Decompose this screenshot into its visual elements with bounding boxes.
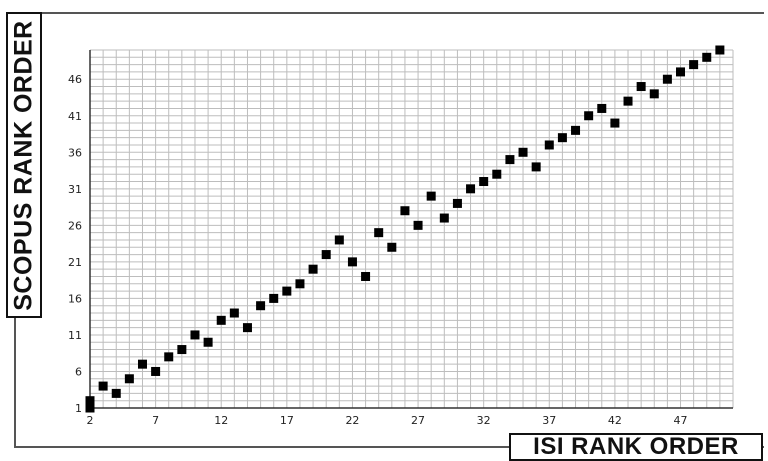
data-point [715, 45, 725, 55]
data-point [347, 257, 357, 267]
data-point [203, 337, 213, 347]
x-tick-label: 7 [152, 414, 159, 427]
x-tick-label: 12 [214, 414, 228, 427]
data-point [689, 60, 699, 70]
y-tick-label: 31 [68, 183, 82, 196]
data-point [518, 147, 528, 157]
data-point [439, 213, 449, 223]
data-point [662, 74, 672, 84]
y-tick-label: 6 [75, 365, 82, 378]
y-tick-label: 36 [68, 146, 82, 159]
data-point [623, 96, 633, 106]
axes [89, 50, 733, 409]
x-axis-title-box: ISI RANK ORDER [509, 433, 763, 461]
data-point [111, 388, 121, 398]
data-point [98, 381, 108, 391]
data-point [544, 140, 554, 150]
data-point [531, 162, 541, 172]
y-tick-label: 11 [68, 329, 82, 342]
data-point [426, 191, 436, 201]
grid [89, 49, 734, 409]
data-point [387, 242, 397, 252]
y-tick-label: 26 [68, 219, 82, 232]
y-tick-label: 46 [68, 73, 82, 86]
x-tick-label: 2 [87, 414, 94, 427]
x-tick-label: 17 [280, 414, 294, 427]
y-tick-label: 21 [68, 256, 82, 269]
y-axis-title-box: SCOPUS RANK ORDER [6, 12, 42, 318]
x-axis-title: ISI RANK ORDER [533, 433, 739, 460]
data-point [308, 264, 318, 274]
data-point [190, 330, 200, 340]
y-tick-label: 41 [68, 110, 82, 123]
data-point [85, 396, 95, 406]
data-point [505, 155, 515, 165]
y-tick-label: 16 [68, 292, 82, 305]
data-point [452, 198, 462, 208]
y-axis-title: SCOPUS RANK ORDER [9, 19, 38, 311]
data-point [334, 235, 344, 245]
data-point [400, 206, 410, 216]
x-tick-label: 22 [345, 414, 359, 427]
data-point [269, 293, 279, 303]
data-point [597, 103, 607, 113]
data-point [216, 315, 226, 325]
data-point [584, 111, 594, 121]
x-tick-label: 37 [542, 414, 556, 427]
data-point [676, 67, 686, 77]
x-tick-labels: 2 7 12 17 22 27 32 37 42 47 [87, 414, 688, 427]
data-point [557, 133, 567, 143]
data-point [137, 359, 147, 369]
data-point [361, 271, 371, 281]
data-point [413, 220, 423, 230]
data-point [242, 323, 252, 333]
x-tick-label: 27 [411, 414, 425, 427]
data-point [636, 82, 646, 92]
x-tick-label: 42 [608, 414, 622, 427]
data-point [282, 286, 292, 296]
data-point [374, 228, 384, 238]
x-tick-label: 47 [674, 414, 688, 427]
data-point [164, 352, 174, 362]
data-point [321, 250, 331, 260]
data-point [151, 366, 161, 376]
data-point [571, 125, 581, 135]
data-point [466, 184, 476, 194]
data-point [256, 301, 266, 311]
x-tick-label: 32 [477, 414, 491, 427]
data-point [295, 279, 305, 289]
data-point [124, 374, 134, 384]
data-point [479, 177, 489, 187]
y-tick-label: 1 [75, 402, 82, 415]
data-point [85, 403, 95, 413]
data-point [610, 118, 620, 128]
data-point [229, 308, 239, 318]
data-point [649, 89, 659, 99]
data-points [85, 45, 725, 413]
data-point [702, 52, 712, 62]
data-point [492, 169, 502, 179]
data-point [177, 345, 187, 355]
